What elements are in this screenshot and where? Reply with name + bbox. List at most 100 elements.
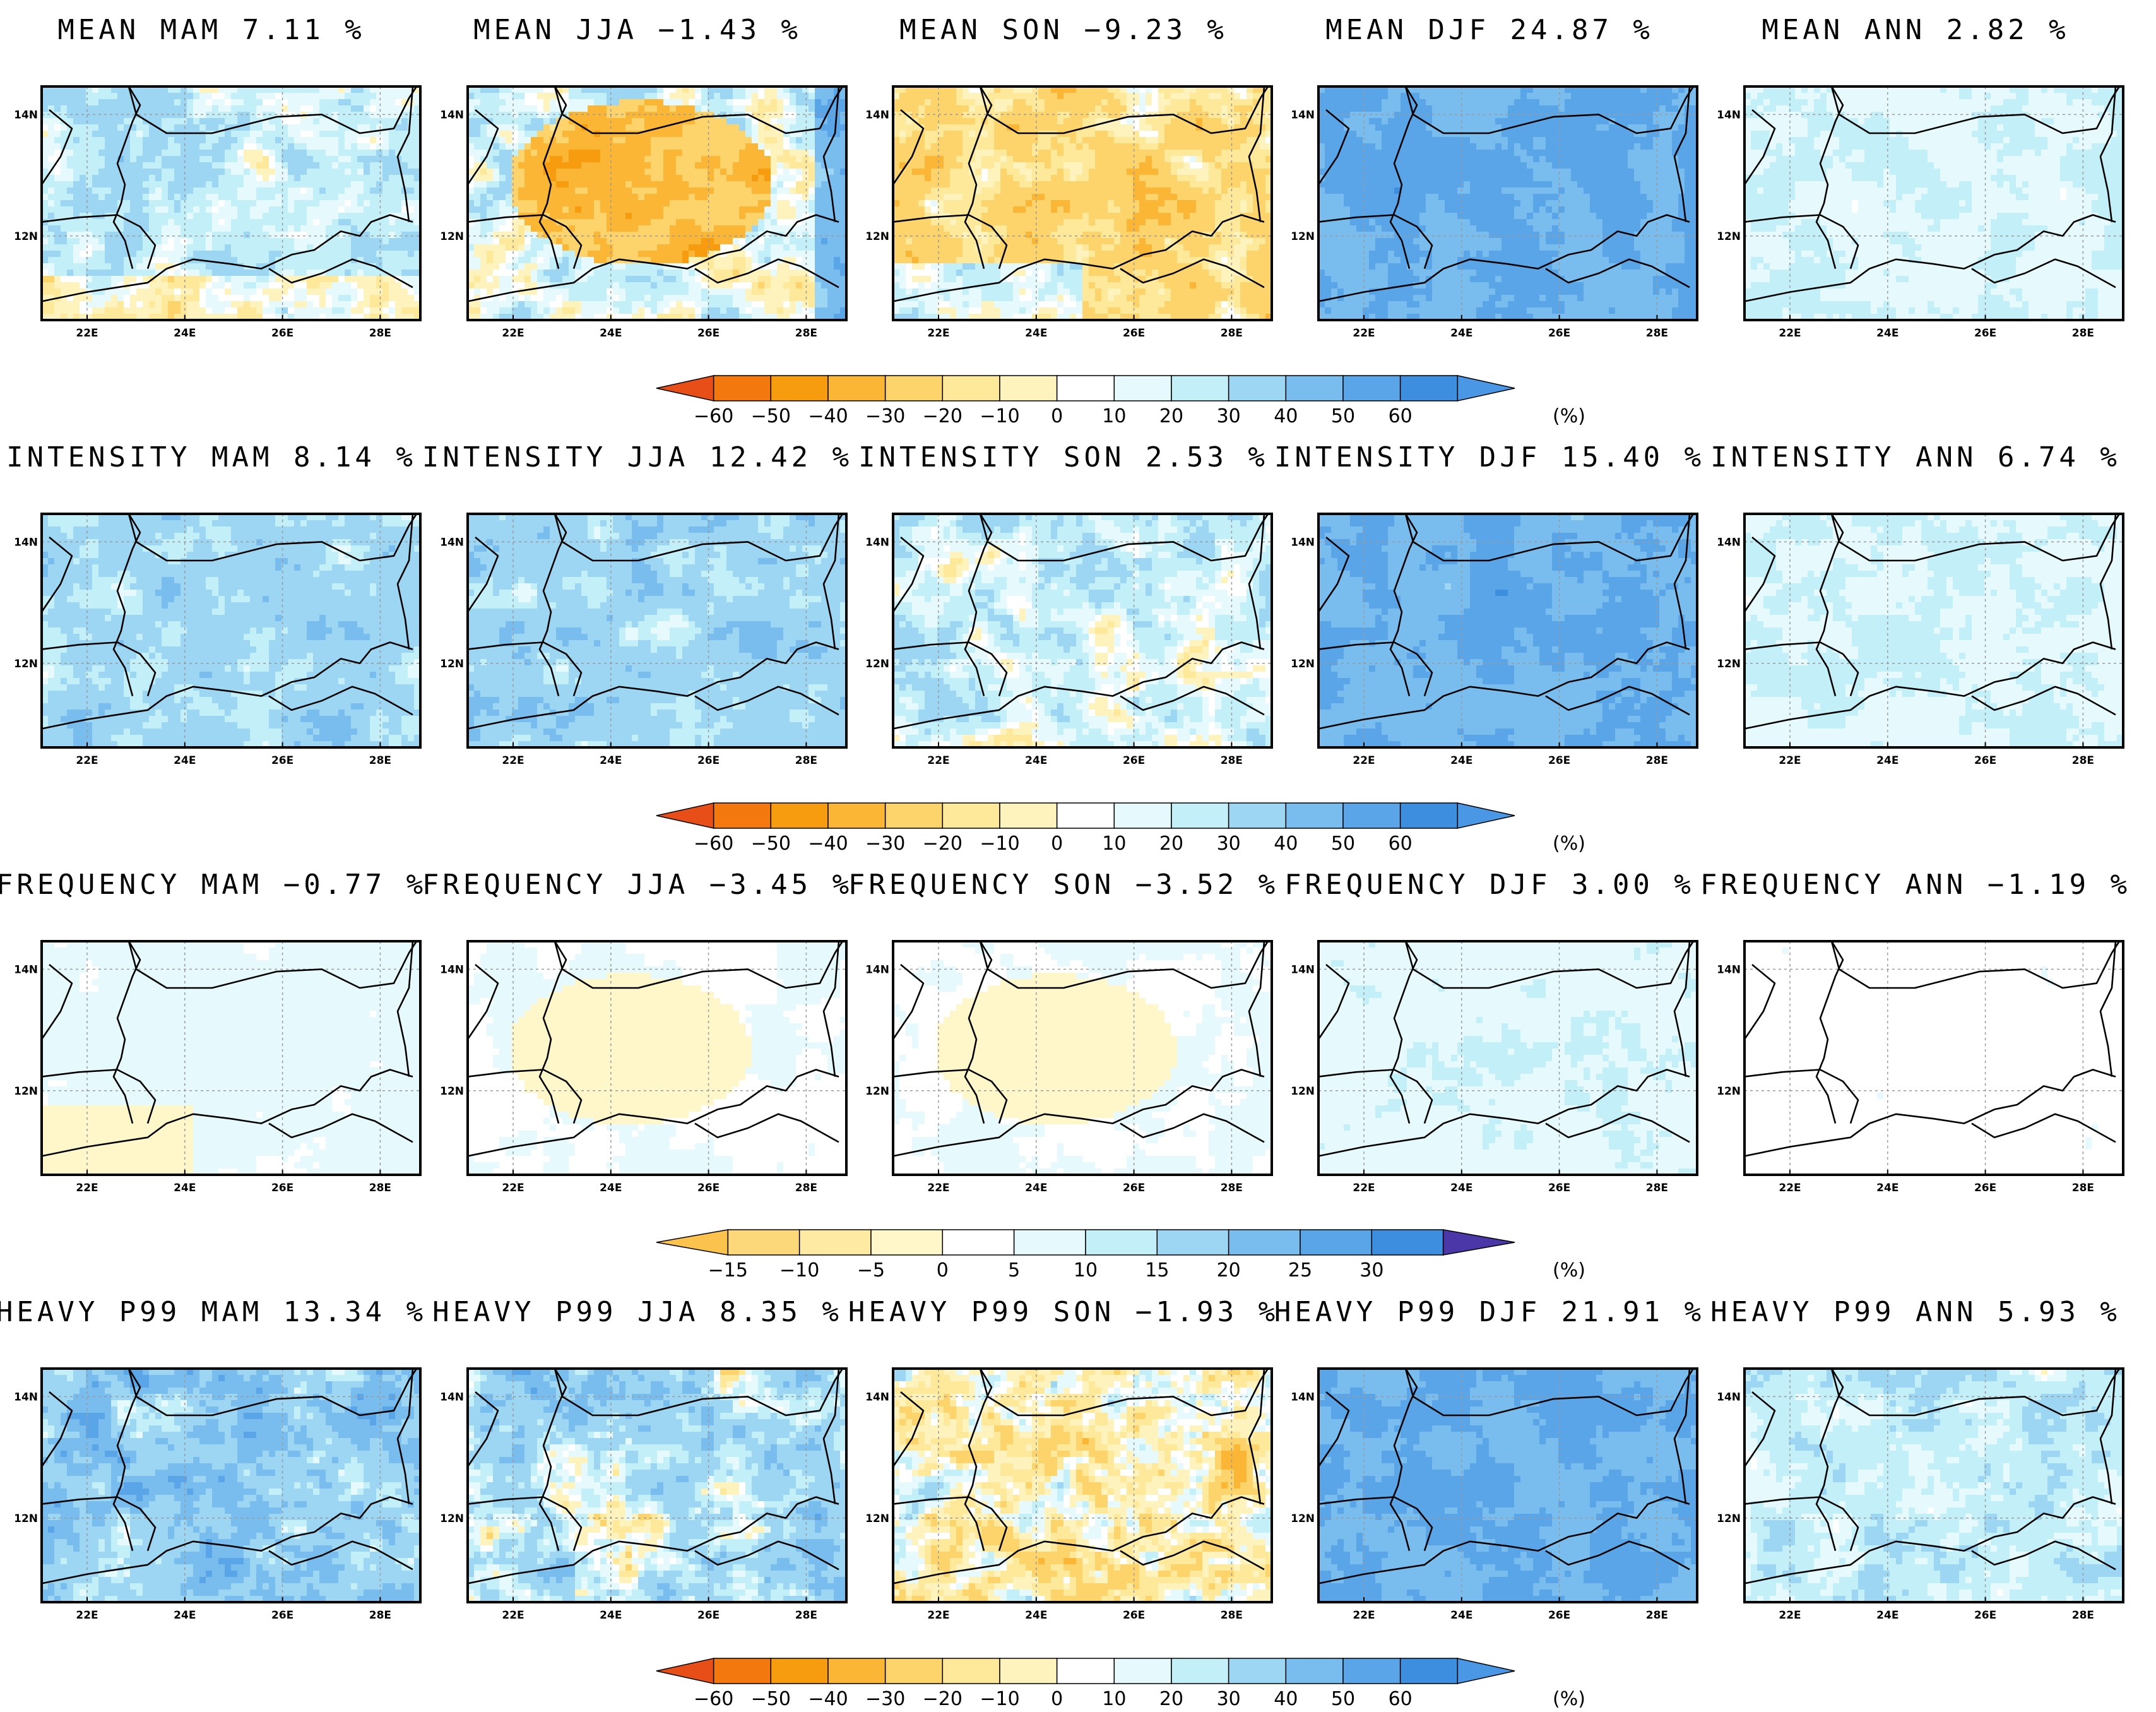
lat-tick-label: 14N	[440, 536, 464, 549]
lon-tick-label: 26E	[1123, 1609, 1145, 1622]
map-field	[1744, 941, 2123, 1175]
lon-tick-label: 26E	[1123, 754, 1145, 767]
map-gridlines	[1318, 941, 1697, 1175]
map-panel: FREQUENCY MAM −0.77 % 22E 24E 26E 28E 14N 12N	[0, 869, 423, 1194]
colorbar-label: 20	[1217, 1259, 1241, 1281]
lon-tick-label: 28E	[795, 1182, 817, 1194]
lon-tick-label: 22E	[1353, 1609, 1375, 1622]
colorbar-swatch	[1399, 375, 1459, 401]
colorbar-swatch	[827, 802, 886, 829]
lat-tick-label: 12N	[440, 1513, 464, 1525]
lon-tick-label: 28E	[369, 1609, 391, 1622]
colorbar-label: 50	[1331, 405, 1355, 427]
map-gridlines	[893, 86, 1272, 320]
lat-tick-label: 14N	[1717, 1391, 1741, 1403]
lon-tick-label: 26E	[1548, 327, 1570, 340]
lon-tick-label: 28E	[2072, 327, 2094, 340]
map-panel: INTENSITY ANN 6.74 % 22E 24E 26E 28E 14N 12N	[1710, 441, 2124, 767]
colorbar-swatch	[1056, 802, 1115, 829]
colorbar-label: −40	[808, 833, 848, 855]
panel-title: INTENSITY SON 2.53 %	[858, 441, 1269, 473]
map-frame	[1743, 940, 2124, 1176]
lon-tick-label: 26E	[697, 327, 720, 340]
lon-tick-label: 28E	[1646, 754, 1668, 767]
map-frame	[466, 85, 848, 321]
country-borders	[1743, 513, 2121, 730]
map-gridlines	[42, 86, 420, 320]
colorbar-swatch	[1171, 802, 1229, 829]
map-field	[42, 86, 420, 320]
colorbar-label: −10	[779, 1259, 819, 1281]
colorbar-unit: (%)	[1553, 1259, 1585, 1281]
colorbar-swatch	[1457, 375, 1515, 401]
map-gridlines	[42, 941, 420, 1175]
map-panel: INTENSITY JJA 12.42 % 22E 24E 26E 28E 14N 12N	[422, 441, 849, 767]
lon-tick-label: 24E	[174, 754, 196, 767]
lat-tick-label: 14N	[14, 963, 38, 976]
colorbar-label: −40	[808, 405, 848, 427]
map-gridlines	[42, 1369, 420, 1602]
colorbar-swatch	[1342, 1658, 1401, 1684]
lon-tick-label: 24E	[174, 1609, 196, 1622]
lat-tick-label: 12N	[865, 1513, 889, 1525]
lon-tick-label: 24E	[600, 327, 622, 340]
lon-tick-label: 24E	[1876, 1182, 1898, 1194]
country-borders	[892, 513, 1269, 730]
lon-tick-label: 26E	[1974, 1182, 1996, 1194]
map-frame	[40, 85, 422, 321]
lon-tick-label: 24E	[1876, 754, 1898, 767]
lon-tick-label: 28E	[1221, 1182, 1243, 1194]
map-field	[42, 514, 420, 747]
colorbar-label: −30	[865, 1688, 905, 1710]
map-gridlines	[1318, 1369, 1697, 1602]
lon-tick-label: 22E	[1779, 1182, 1801, 1194]
colorbar-label: −15	[708, 1259, 748, 1281]
country-borders	[892, 86, 1269, 302]
country-borders	[40, 941, 418, 1157]
lon-tick-label: 26E	[271, 754, 293, 767]
colorbar: −60 −50 −40 −30 −20 −10 0 10 20 30 40 50 60 (%)	[656, 1658, 1585, 1710]
lat-tick-label: 14N	[1717, 536, 1741, 549]
map-frame	[1317, 85, 1698, 321]
map-frame	[466, 513, 848, 749]
colorbar-swatch	[1457, 802, 1515, 829]
colorbar-label: −30	[865, 405, 905, 427]
country-borders	[40, 86, 418, 302]
lon-tick-label: 28E	[2072, 754, 2094, 767]
colorbar-label: −60	[694, 833, 733, 855]
colorbar-swatch	[1342, 375, 1401, 401]
map-frame	[892, 85, 1273, 321]
colorbar-label: 15	[1145, 1259, 1169, 1281]
lon-tick-label: 28E	[1646, 1182, 1668, 1194]
colorbar-unit: (%)	[1553, 405, 1585, 427]
lon-tick-label: 28E	[2072, 1609, 2094, 1622]
lat-tick-label: 14N	[14, 109, 38, 121]
colorbar-label: −10	[980, 833, 1019, 855]
colorbar-swatch	[884, 802, 944, 829]
colorbar-label: −60	[694, 405, 733, 427]
lon-tick-label: 26E	[271, 1609, 293, 1622]
lat-tick-label: 12N	[1291, 230, 1315, 243]
lon-tick-label: 24E	[600, 1609, 622, 1622]
map-field	[1744, 86, 2123, 320]
colorbar-label: −20	[923, 1688, 962, 1710]
colorbar-label: −50	[751, 405, 791, 427]
map-frame	[1317, 940, 1698, 1176]
colorbar-swatch	[999, 802, 1058, 829]
map-gridlines	[1318, 514, 1697, 747]
panel-title: INTENSITY ANN 6.74 %	[1710, 441, 2121, 473]
colorbar: −15 −10 −5 0 5 10 15 20 25 30 (%)	[656, 1229, 1585, 1281]
lon-tick-label: 22E	[1353, 1182, 1375, 1194]
map-gridlines	[42, 514, 420, 747]
map-frame	[466, 940, 848, 1176]
colorbar-swatch	[1171, 1658, 1229, 1684]
map-frame	[1743, 513, 2124, 749]
lon-tick-label: 28E	[795, 754, 817, 767]
colorbar-swatch	[1113, 802, 1172, 829]
colorbar-label: −20	[923, 833, 962, 855]
map-frame	[466, 1367, 848, 1603]
colorbar-swatch	[770, 802, 829, 829]
panel-title: MEAN JJA −1.43 %	[473, 14, 802, 46]
map-gridlines	[893, 514, 1272, 747]
